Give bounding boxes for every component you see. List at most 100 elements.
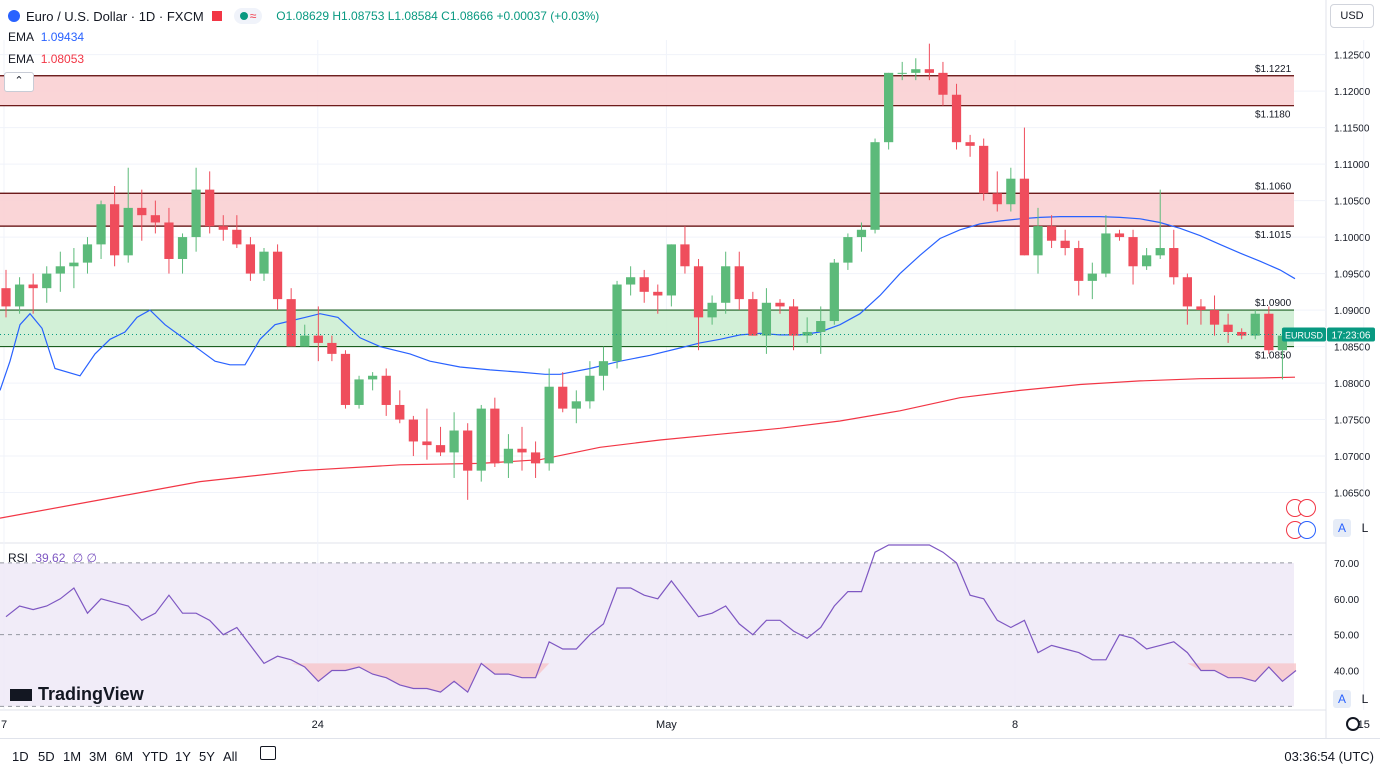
utc-clock[interactable]: 03:36:54 (UTC): [1284, 749, 1374, 764]
candle-body: [191, 189, 201, 238]
zone-top-label: $1.0900: [1255, 298, 1292, 309]
currency-button[interactable]: USD: [1330, 4, 1374, 28]
auto-scale-button[interactable]: A: [1333, 519, 1351, 537]
timeframe-1m-button[interactable]: 1M: [63, 749, 82, 764]
candle-body: [517, 448, 527, 453]
candle-body: [693, 266, 704, 318]
candle-body: [1046, 226, 1057, 241]
candle-body: [1237, 331, 1247, 336]
candle-body: [802, 331, 812, 336]
candle-body: [734, 266, 744, 300]
ema-slow-legend[interactable]: EMA 1.08053: [8, 52, 84, 66]
price-tick-label: 1.10500: [1334, 197, 1371, 208]
candle-body: [788, 306, 799, 336]
candle-body: [1250, 313, 1260, 336]
timeframe-5y-button[interactable]: 5Y: [199, 749, 215, 764]
candle-body: [598, 361, 609, 376]
candle-body: [1169, 248, 1179, 278]
candle-body: [1155, 248, 1165, 256]
timeframe-ytd-button[interactable]: YTD: [142, 749, 168, 764]
candle-body: [1128, 237, 1138, 267]
candle-body: [680, 244, 690, 267]
rsi-band: [0, 562, 1294, 707]
symbol-legend: Euro / U.S. Dollar · 1D · FXCM ≈ O1.0862…: [8, 8, 599, 24]
candle-body: [571, 401, 581, 409]
rsi-auto-scale-button[interactable]: A: [1333, 690, 1351, 708]
low-value: L1.08584: [387, 9, 438, 23]
candle-body: [761, 302, 772, 336]
market-status-pill[interactable]: ≈: [233, 8, 263, 24]
ema-fast-legend[interactable]: EMA 1.09434: [8, 30, 84, 44]
candle-body: [951, 94, 962, 143]
ema-fast-label: EMA: [8, 30, 34, 44]
candle-body: [1, 288, 11, 307]
candle-body: [245, 244, 256, 274]
zone-resistance: [0, 75, 1294, 106]
candle-body: [558, 386, 568, 409]
collapse-legend-button[interactable]: ⌃: [4, 72, 34, 92]
candle-body: [503, 448, 514, 464]
tradingview-mark-icon: [10, 688, 32, 701]
brand-name: TradingView: [38, 684, 144, 704]
price-tick-label: 1.06500: [1334, 489, 1371, 500]
candle-body: [69, 262, 79, 267]
candle-body: [259, 251, 269, 274]
timeframe-1d-button[interactable]: 1D: [12, 749, 29, 764]
ema-slow-label: EMA: [8, 52, 34, 66]
candle-body: [272, 251, 283, 300]
candle-body: [1060, 240, 1070, 249]
candle-body: [1114, 233, 1125, 238]
price-tick-label: 1.10000: [1334, 233, 1371, 244]
candle-body: [286, 299, 296, 347]
candle-body: [897, 72, 907, 74]
symbol-title[interactable]: Euro / U.S. Dollar · 1D · FXCM: [26, 8, 204, 24]
candles: [1, 43, 1288, 500]
ema-slow-line: [0, 376, 1296, 519]
us-flag-event-icon[interactable]: [1298, 499, 1316, 517]
ema-fast-value: 1.09434: [40, 30, 85, 44]
calendar-range-icon[interactable]: [260, 746, 276, 760]
candle-body: [205, 189, 215, 227]
price-tick-label: 1.11000: [1334, 160, 1370, 171]
eu-flag-event-icon[interactable]: [1298, 521, 1316, 539]
candle-body: [463, 430, 473, 471]
timeframe-3m-button[interactable]: 3M: [89, 749, 108, 764]
candle-body: [775, 302, 785, 307]
currency-pair-icon: [8, 10, 20, 22]
timeframe-1y-button[interactable]: 1Y: [175, 749, 191, 764]
candle-body: [177, 237, 188, 259]
price-tick-label: 1.09500: [1334, 270, 1371, 281]
log-scale-button[interactable]: L: [1361, 521, 1369, 535]
zone-top-label: $1.1221: [1255, 64, 1292, 75]
candle-body: [721, 266, 731, 303]
timeframe-all-button[interactable]: All: [223, 749, 238, 764]
timeframe-5d-button[interactable]: 5D: [38, 749, 55, 764]
candle-body: [1196, 306, 1206, 311]
chevron-up-icon: ⌃: [14, 75, 24, 87]
candle-body: [340, 353, 351, 405]
timeframe-6m-button[interactable]: 6M: [115, 749, 134, 764]
tradingview-logo[interactable]: TradingView: [10, 684, 144, 705]
candle-body: [1006, 178, 1016, 205]
candle-body: [626, 277, 636, 285]
time-tick-label: 7: [1, 719, 7, 731]
rsi-log-scale-button[interactable]: L: [1361, 692, 1369, 706]
candle-body: [123, 207, 133, 256]
price-tick-label: 1.12000: [1334, 87, 1371, 98]
candle-body: [422, 441, 432, 446]
open-value: O1.08629: [276, 9, 330, 23]
candle-body: [82, 244, 93, 263]
candle-body: [924, 69, 934, 73]
rsi-legend[interactable]: RSI 39.62 ∅ ∅: [8, 551, 97, 565]
time-tick-label: 15: [1358, 719, 1370, 731]
gear-icon[interactable]: [1346, 717, 1360, 731]
change-value: +0.00037 (+0.03%): [496, 9, 600, 23]
candle-body: [300, 335, 310, 347]
rsi-value: 39.62: [35, 551, 66, 565]
flag-marker-icon[interactable]: [211, 11, 222, 21]
candle-body: [313, 335, 323, 343]
candle-body: [232, 229, 242, 245]
zone-resistance: [0, 193, 1294, 227]
candle-body: [639, 277, 649, 292]
